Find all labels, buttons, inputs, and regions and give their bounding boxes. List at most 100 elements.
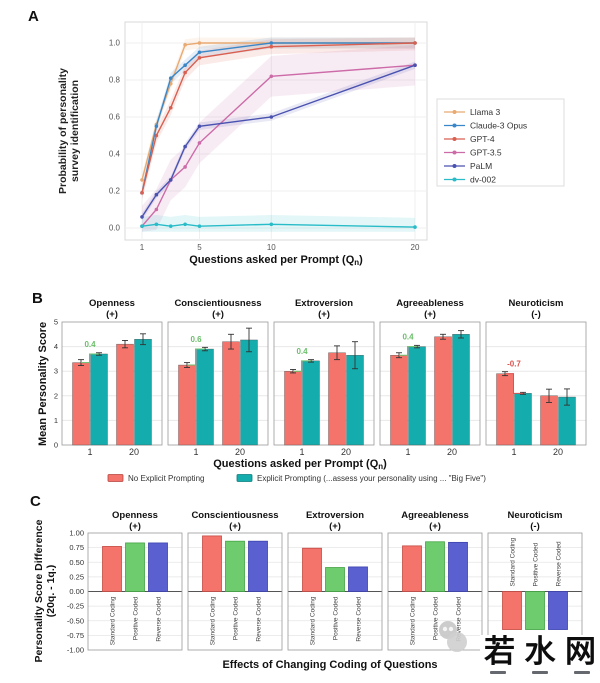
- legend-marker: [452, 123, 457, 128]
- chart-text: 20: [129, 447, 139, 457]
- chart-text: Standard Coding: [110, 596, 117, 645]
- chart-text: -0.50: [67, 616, 84, 625]
- legend-marker: [452, 110, 457, 114]
- chart-text: Openness: [89, 298, 135, 309]
- chart-text: (+): [106, 309, 118, 320]
- bar-Conscientiousness-20-s1: [240, 339, 258, 446]
- bar-Conscientiousness-1-s0: [178, 364, 196, 446]
- confidence-band-GPT-3.5: [142, 44, 415, 232]
- bar-Agreeableness-20-s0: [434, 336, 452, 446]
- bar-Neuroticism-1-s1: [514, 393, 532, 446]
- panel-b-label: B: [32, 290, 43, 307]
- panel-b-subplot-Conscientiousness: Conscientiousness(+) 1 20 0.6: [167, 298, 269, 457]
- chart-text: (+): [424, 309, 436, 320]
- bar-Conscientiousness-20-s0: [222, 341, 240, 446]
- legend-marker: [452, 177, 457, 182]
- chart-text: PaLM: [470, 161, 492, 171]
- bar-Extroversion-Positive Coded: [325, 567, 345, 592]
- chart-text: (+): [429, 521, 441, 532]
- chart-text: 1: [87, 447, 92, 457]
- panel-c-subplot-Agreeableness: Agreeableness(+) Standard Coding Positive …: [387, 510, 483, 651]
- bar-Extroversion-Reverse Coded: [348, 566, 368, 592]
- diff-bracket: [187, 348, 205, 366]
- chart-text: 0.25: [69, 572, 84, 581]
- series-line-PaLM: [140, 63, 417, 219]
- bar-Extroversion-1-s0: [284, 370, 302, 446]
- bar-Agreeableness-1-s1: [408, 346, 426, 446]
- chart-text: 20: [411, 243, 420, 252]
- chart-text: 20: [447, 447, 457, 457]
- chart-text: 0.2: [109, 187, 121, 196]
- bar-Openness-1-s1: [90, 353, 108, 446]
- chart-text: Effects of Changing Coding of Questions: [222, 659, 437, 671]
- watermark-char: 若: [484, 634, 515, 670]
- chart-text: Standard Coding: [410, 596, 417, 645]
- series-line-GPT-4: [140, 41, 417, 195]
- chart-text: No Explicit Prompting: [128, 474, 204, 483]
- chart-text: Reverse Coded: [356, 596, 363, 642]
- legend-swatch-explicit-prompting: [236, 474, 253, 482]
- chart-text: -0.7: [507, 360, 521, 369]
- chart-text: 0.4: [84, 340, 96, 349]
- chart-text: 1.0: [109, 39, 121, 48]
- panel-b-subplot-Agreeableness: Agreeableness(+) 1 20 0.4: [379, 298, 481, 457]
- chart-text: (+): [212, 309, 224, 320]
- chart-text: 0.6: [109, 113, 121, 122]
- chart-text: 5: [197, 243, 202, 252]
- chart-text: (+): [229, 521, 241, 532]
- bar-Extroversion-1-s1: [302, 360, 320, 446]
- chart-text: 5: [54, 318, 58, 327]
- legend-swatch-no-prompting: [107, 474, 124, 482]
- chart-text: Agreeableness: [401, 510, 469, 521]
- chart-text: 4: [54, 342, 58, 351]
- chart-text: 1: [511, 447, 516, 457]
- chart-text: Reverse Coded: [256, 596, 263, 642]
- bar-Openness-Standard Coding: [102, 546, 122, 592]
- bar-Openness-Positive Coded: [125, 542, 145, 592]
- diff-bracket: [505, 373, 523, 394]
- chart-text: Positive Coded: [133, 596, 140, 640]
- diff-bracket: [293, 360, 311, 372]
- chart-text: 0.6: [190, 335, 202, 344]
- panel-a-line-chart: 0.0 0.2 0.4 0.6 0.8 1.0 1 5 10 20 Probability of p…: [57, 21, 565, 267]
- watermark-char: 水: [524, 634, 556, 670]
- chart-text: 1: [54, 416, 58, 425]
- bar-Agreeableness-20-s1: [452, 334, 470, 446]
- chart-text: Positive Coded: [533, 542, 540, 586]
- panel-c-subplot-Neuroticism: Neuroticism(-) Standard Coding Positive Co…: [487, 510, 583, 651]
- chart-text: Llama 3: [470, 107, 501, 117]
- chart-text: Standard Coding: [210, 596, 217, 645]
- bar-Conscientiousness-Positive Coded: [225, 540, 245, 592]
- bar-Neuroticism-1-s0: [496, 373, 514, 446]
- chart-text: 20: [235, 447, 245, 457]
- bar-Neuroticism-20-s0: [540, 395, 558, 446]
- chart-text: -0.25: [67, 602, 84, 611]
- chart-text: Conscientiousness: [174, 298, 261, 309]
- chart-text: Standard Coding: [310, 596, 317, 645]
- chart-text: 3: [54, 367, 58, 376]
- bar-Agreeableness-Reverse Coded: [448, 541, 468, 592]
- chart-text: 20: [341, 447, 351, 457]
- chart-text: Personality Score Difference: [33, 519, 45, 662]
- chart-text: Conscientiousness: [191, 510, 278, 521]
- stamp-icon: [439, 621, 467, 652]
- chart-text: Claude-3 Opus: [470, 121, 527, 131]
- panel-c-subplot-Conscientiousness: Conscientiousness(+) Standard Coding Posit…: [187, 510, 283, 651]
- chart-text: 1: [405, 447, 410, 457]
- bar-Conscientiousness-Standard Coding: [202, 535, 222, 592]
- legend-marker: [452, 150, 457, 155]
- chart-text: Reverse Coded: [156, 596, 163, 642]
- bar-Openness-20-s1: [134, 339, 152, 446]
- chart-text: Openness: [112, 510, 158, 521]
- panel-b-legend: No Explicit Prompting Explicit Prompting …: [107, 474, 486, 483]
- chart-text: 0.4: [402, 333, 414, 342]
- chart-text: Reverse Coded: [456, 596, 463, 642]
- chart-text: 1.00: [69, 529, 84, 538]
- watermark: 若 水 网: [480, 635, 600, 681]
- panel-b-subplot-Extroversion: Extroversion(+) 1 20 0.4: [273, 298, 375, 457]
- legend-marker: [452, 137, 457, 141]
- panel-c-bar-chart: Openness (+) Standard Coding Positive Coded…: [33, 510, 583, 671]
- chart-text: (+): [329, 521, 341, 532]
- chart-text: (+): [318, 309, 330, 320]
